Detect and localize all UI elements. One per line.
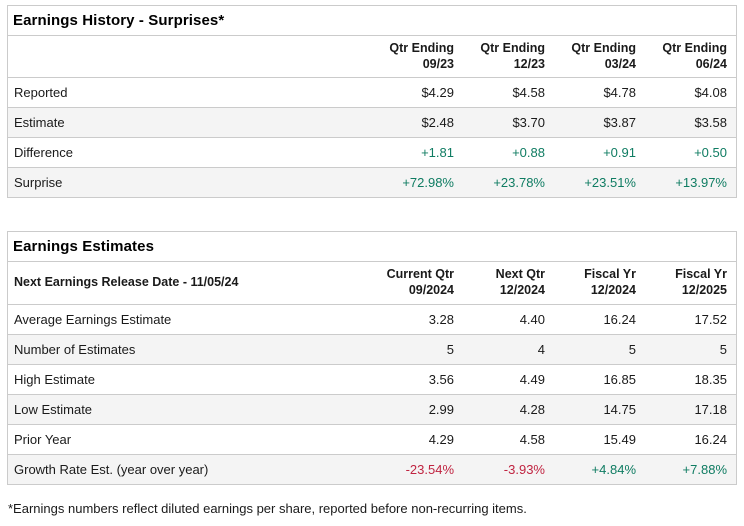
cell-value: 16.24 [694,431,727,447]
earnings-history-panel: Earnings History - Surprises* Qtr Ending… [7,5,737,199]
row-label: Prior Year [14,431,72,447]
cell-value: 3.56 [428,371,454,387]
earnings-estimates-title: Earnings Estimates [8,232,736,263]
cell-value: 4.28 [519,401,545,417]
table-row: Low Estimate 2.99 4.28 14.75 17.18 [8,394,736,424]
table-row: Number of Estimates 5 4 5 5 [8,334,736,364]
column-header-row: Next Earnings Release Date - 11/05/24 Cu… [8,262,736,305]
column-header-line2: 12/2024 [590,282,636,297]
column-header: Current Qtr 09/2024 [372,262,463,305]
column-header-line2: 12/23 [513,56,545,71]
cell-value: +0.50 [694,145,727,161]
cell-value: 4.40 [519,311,545,327]
cell-value: +7.88% [682,461,727,477]
cell-value: 3.28 [428,311,454,327]
cell-value: $2.48 [421,115,454,131]
column-header-line2: 03/24 [604,56,636,71]
cell-value: 4 [537,341,545,357]
column-header-line1: Qtr Ending [571,41,636,55]
table-row: Surprise +72.98% +23.78% +23.51% +13.97% [8,167,736,198]
column-header: Qtr Ending 09/23 [372,36,463,79]
cell-value: +1.81 [421,145,454,161]
cell-value: 4.49 [519,371,545,387]
column-header-line2: 09/2024 [408,282,454,297]
cell-value: $4.58 [512,85,545,101]
row-label: Growth Rate Est. (year over year) [14,461,209,477]
cell-value: 18.35 [694,371,727,387]
cell-value: 15.49 [603,431,636,447]
cell-value: +72.98% [402,175,454,191]
corner-header-cell [8,36,372,79]
column-header: Qtr Ending 12/23 [463,36,554,79]
cell-value: +13.97% [675,175,727,191]
table-row: Prior Year 4.29 4.58 15.49 16.24 [8,424,736,454]
cell-value: 4.29 [428,431,454,447]
cell-value: +0.91 [603,145,636,161]
column-header: Next Qtr 12/2024 [463,262,554,305]
column-header: Fiscal Yr 12/2025 [645,262,736,305]
cell-value: -23.54% [405,461,454,477]
earnings-history-table: Qtr Ending 09/23 Qtr Ending 12/23 Qtr En… [8,36,736,198]
column-header: Fiscal Yr 12/2024 [554,262,645,305]
table-row: Average Earnings Estimate 3.28 4.40 16.24 17… [8,304,736,334]
row-label: Estimate [14,115,65,131]
cell-value: -3.93% [503,461,545,477]
cell-value: 16.85 [603,371,636,387]
column-header-line1: Current Qtr [386,267,454,282]
row-label: Low Estimate [14,401,93,417]
column-header: Qtr Ending 06/24 [645,36,736,79]
column-header-line1: Qtr Ending [389,41,454,55]
table-row: Growth Rate Est. (year over year) -23.54%… [8,454,736,484]
cell-value: +23.51% [584,175,636,191]
row-label: Reported [14,85,68,101]
column-header-line1: Qtr Ending [480,41,545,55]
cell-value: $3.58 [694,115,727,131]
earnings-estimates-table: Next Earnings Release Date - 11/05/24 Cu… [8,262,736,484]
table-row: High Estimate 3.56 4.49 16.85 18.35 [8,364,736,394]
column-header-line1: Next Qtr [495,267,545,282]
column-header-line2: 12/2025 [681,282,727,297]
column-header-line1: Qtr Ending [662,41,727,55]
cell-value: 5 [446,341,454,357]
row-label: Average Earnings Estimate [14,311,172,327]
cell-value: 4.58 [519,431,545,447]
cell-value: $4.78 [603,85,636,101]
row-label: High Estimate [14,371,95,387]
cell-value: $4.08 [694,85,727,101]
column-header: Qtr Ending 03/24 [554,36,645,79]
cell-value: +23.78% [493,175,545,191]
table-row: Reported $4.29 $4.58 $4.78 $4.08 [8,78,736,108]
row-label: Surprise [14,175,63,191]
cell-value: 16.24 [603,311,636,327]
cell-value: 5 [719,341,727,357]
cell-value: 17.18 [694,401,727,417]
earnings-footnote: *Earnings numbers reflect diluted earnin… [8,500,527,516]
earnings-history-title: Earnings History - Surprises* [8,6,736,36]
column-header-line2: 06/24 [695,56,727,71]
cell-value: +0.88 [512,145,545,161]
cell-value: $3.70 [512,115,545,131]
column-header-line1: Fiscal Yr [584,267,636,282]
row-label: Number of Estimates [14,341,136,357]
cell-value: $4.29 [421,85,454,101]
column-header-line1: Fiscal Yr [675,267,727,282]
cell-value: 14.75 [603,401,636,417]
cell-value: 17.52 [694,311,727,327]
column-header-row: Qtr Ending 09/23 Qtr Ending 12/23 Qtr En… [8,36,736,79]
cell-value: $3.87 [603,115,636,131]
earnings-estimates-panel: Earnings Estimates Next Earnings Release… [7,231,737,485]
table-row: Estimate $2.48 $3.70 $3.87 $3.58 [8,107,736,138]
column-header-line2: 09/23 [422,56,454,71]
column-header-line2: 12/2024 [499,282,545,297]
cell-value: 5 [628,341,636,357]
row-label: Difference [14,145,74,161]
cell-value: 2.99 [428,401,454,417]
cell-value: +4.84% [591,461,636,477]
table-row: Difference +1.81 +0.88 +0.91 +0.50 [8,137,736,168]
next-earnings-release-date: Next Earnings Release Date - 11/05/24 [8,262,372,305]
